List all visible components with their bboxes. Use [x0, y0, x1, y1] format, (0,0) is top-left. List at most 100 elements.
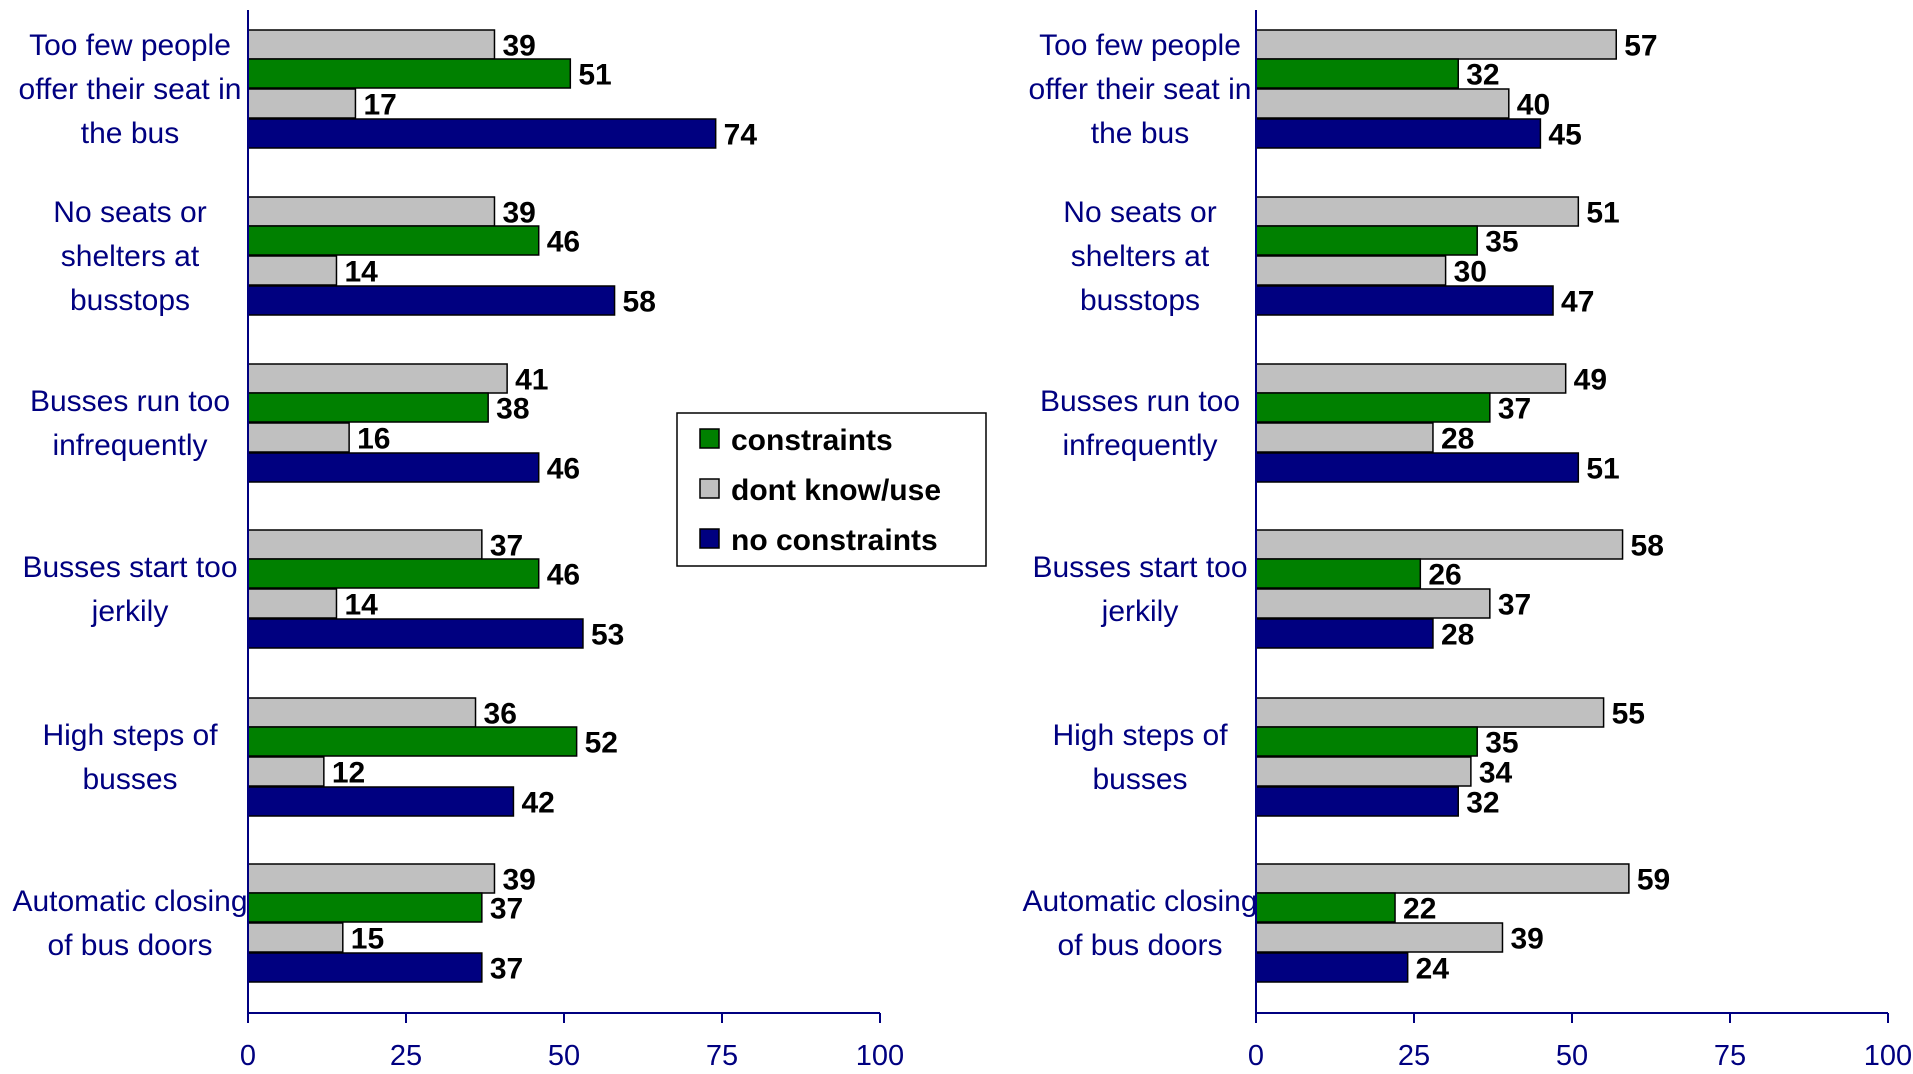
data-label: 41 — [515, 364, 548, 397]
data-label: 39 — [502, 197, 535, 230]
category-label: Busses start too jerkily — [22, 551, 237, 628]
bar-constraints-1 — [1255, 225, 1478, 256]
data-label: 51 — [1586, 453, 1619, 486]
data-label: 38 — [496, 393, 529, 426]
bar-dont-know-use-4 — [247, 697, 477, 728]
x-tick-label: 0 — [240, 1040, 256, 1069]
category-label: Busses run too infrequently — [30, 385, 230, 462]
x-tick-label: 25 — [1398, 1040, 1430, 1069]
legend-swatch — [699, 478, 720, 499]
x-tick-label: 0 — [1248, 1040, 1264, 1069]
bar-no-constraints-4 — [1255, 786, 1459, 817]
data-label: 39 — [1510, 923, 1543, 956]
data-label: 15 — [351, 923, 384, 956]
data-label: 46 — [547, 226, 580, 259]
data-label: 12 — [332, 757, 365, 790]
bar-dont-know-use-4 — [1255, 756, 1472, 787]
legend-swatch — [699, 428, 720, 449]
data-label: 46 — [547, 559, 580, 592]
bar-dont-know-use-3 — [247, 529, 483, 560]
legend-label: no constraints — [731, 524, 938, 557]
bar-dont-know-use-2 — [1255, 363, 1567, 394]
data-label: 55 — [1612, 698, 1645, 731]
bar-constraints-2 — [1255, 392, 1491, 423]
right-panel: 57 51 49 58 55 59 32 35 37 26 35 22 40 30 28 37 34 39 45 47… — [1022, 10, 1912, 1072]
data-label: 46 — [547, 453, 580, 486]
category-label: Automatic closing of bus doors — [12, 885, 247, 962]
bar-dont-know-use-2 — [1255, 422, 1434, 453]
category-label: Too few people offer their seat in the bus — [1029, 29, 1252, 150]
data-label: 51 — [578, 59, 611, 92]
bar-constraints-1 — [247, 225, 540, 256]
bar-dont-know-use-0 — [247, 29, 496, 60]
data-label: 39 — [502, 30, 535, 63]
category-label: No seats or shelters at busstops — [53, 196, 206, 317]
bar-dont-know-use-0 — [247, 88, 357, 119]
data-label: 49 — [1574, 364, 1607, 397]
bar-no-constraints-5 — [247, 952, 483, 983]
data-label: 37 — [490, 530, 523, 563]
bar-dont-know-use-1 — [1255, 255, 1447, 286]
data-label: 28 — [1441, 619, 1474, 652]
bar-constraints-4 — [247, 726, 578, 757]
bar-constraints-0 — [1255, 58, 1459, 89]
data-label: 36 — [484, 698, 517, 731]
bar-no-constraints-4 — [247, 786, 515, 817]
bar-constraints-2 — [247, 392, 489, 423]
data-label: 58 — [623, 286, 656, 319]
bar-dont-know-use-2 — [247, 363, 508, 394]
bar-no-constraints-5 — [1255, 952, 1409, 983]
data-label: 42 — [521, 787, 554, 820]
bar-dont-know-use-3 — [1255, 588, 1491, 619]
data-label: 34 — [1479, 757, 1513, 790]
bar-dont-know-use-0 — [1255, 88, 1510, 119]
data-label: 59 — [1637, 864, 1670, 897]
data-label: 32 — [1466, 59, 1499, 92]
bar-dont-know-use-4 — [247, 756, 325, 787]
x-tick-label: 50 — [1556, 1040, 1588, 1069]
bar-no-constraints-3 — [1255, 618, 1434, 649]
bar-dont-know-use-2 — [247, 422, 350, 453]
data-label: 40 — [1517, 89, 1550, 122]
data-label: 52 — [585, 727, 618, 760]
category-label: High steps of busses — [42, 719, 218, 796]
legend-label: dont know/use — [731, 474, 941, 507]
bar-dont-know-use-5 — [247, 922, 344, 953]
x-tick-label: 75 — [706, 1040, 738, 1069]
x-tick-label: 100 — [856, 1040, 904, 1069]
bar-dont-know-use-3 — [1255, 529, 1624, 560]
bar-no-constraints-2 — [1255, 452, 1580, 483]
bar-dont-know-use-1 — [1255, 196, 1580, 227]
data-label: 28 — [1441, 423, 1474, 456]
data-label: 37 — [1498, 589, 1531, 622]
category-label: High steps of busses — [1052, 719, 1228, 796]
bar-constraints-4 — [1255, 726, 1478, 757]
data-label: 45 — [1548, 119, 1581, 152]
x-tick-label: 50 — [548, 1040, 580, 1069]
bar-dont-know-use-0 — [1255, 29, 1617, 60]
data-label: 47 — [1561, 286, 1594, 319]
category-label: Automatic closing of bus doors — [1022, 885, 1257, 962]
category-label: Busses run too infrequently — [1040, 385, 1240, 462]
bar-no-constraints-0 — [1255, 118, 1542, 149]
data-label: 57 — [1624, 30, 1657, 63]
x-tick-label: 25 — [390, 1040, 422, 1069]
left-panel: 39 39 41 37 36 39 51 46 38 46 52 37 17 14 16 14 12 15 74 58… — [12, 10, 904, 1072]
bar-no-constraints-2 — [247, 452, 540, 483]
legend: constraints dont know/use no constraints — [676, 412, 987, 567]
data-label: 22 — [1403, 893, 1436, 926]
data-label: 30 — [1454, 256, 1487, 289]
data-label: 37 — [490, 953, 523, 986]
bar-dont-know-use-5 — [1255, 863, 1630, 894]
bar-dont-know-use-5 — [247, 863, 496, 894]
category-label: Busses start too jerkily — [1032, 551, 1247, 628]
bar-constraints-3 — [1255, 558, 1422, 589]
legend-box — [676, 412, 987, 567]
bar-dont-know-use-1 — [247, 196, 496, 227]
data-label: 17 — [363, 89, 396, 122]
bar-constraints-3 — [247, 558, 540, 589]
bar-constraints-5 — [1255, 892, 1396, 923]
bar-constraints-0 — [247, 58, 572, 89]
bar-no-constraints-0 — [247, 118, 717, 149]
bar-no-constraints-3 — [247, 618, 584, 649]
